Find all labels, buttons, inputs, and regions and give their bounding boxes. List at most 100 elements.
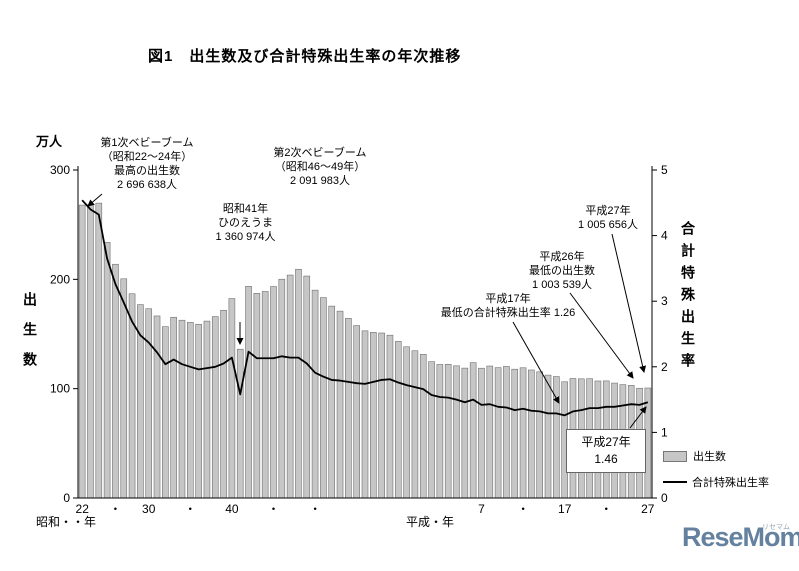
annotation-heisei27-tfr-box: 平成27年 1.46 <box>566 429 646 473</box>
x-axis-era-heisei: 平成・年 <box>406 515 455 529</box>
left-tick-label: 200 <box>50 272 70 286</box>
birth-bar <box>536 371 543 499</box>
bar-swatch-icon <box>663 450 687 462</box>
birth-bar <box>187 322 194 499</box>
birth-bar <box>311 289 319 499</box>
birth-bar <box>228 298 236 499</box>
legend-bar-label: 出生数 <box>693 451 726 463</box>
birth-bar <box>370 332 377 499</box>
birth-bar <box>486 365 494 499</box>
birth-bar <box>112 263 119 499</box>
birth-bar <box>95 202 103 499</box>
chart-title: 図1 出生数及び合計特殊出生率の年次推移 <box>148 48 462 65</box>
annotation-heisei26-lowest-births: 平成26年 最低の出生数 1 003 539人 <box>529 251 595 291</box>
birth-bar <box>394 341 402 499</box>
right-tick-label: 5 <box>661 163 668 177</box>
annotation-arrows <box>87 193 647 429</box>
x-tick-label: 17 <box>558 502 572 516</box>
x-tick-label: ・ <box>517 502 529 516</box>
birth-bar <box>303 275 311 499</box>
logo-wordmark: ReseMom <box>682 522 799 552</box>
birth-bar <box>203 320 211 499</box>
birth-bar <box>236 348 244 499</box>
left-tick-label: 0 <box>63 491 70 505</box>
x-tick-label: 7 <box>478 502 485 516</box>
birth-bar <box>178 319 186 499</box>
right-axis-title: 合計特殊出生率 <box>680 221 696 375</box>
birth-bar <box>328 305 336 499</box>
annotation-second-baby-boom: 第2次ベビーブーム （昭和46～49年） 2 091 983人 <box>273 147 367 187</box>
x-tick-label: ・ <box>184 502 196 516</box>
x-tick-label: ・ <box>109 502 121 516</box>
x-tick-label: 22 <box>76 502 90 516</box>
annotation-heisei27-births: 平成27年 1 005 656人 <box>578 205 638 231</box>
right-tick-label: 3 <box>661 294 668 308</box>
legend: 出生数 合計特殊出生率 <box>663 448 769 500</box>
birth-bar <box>469 362 477 499</box>
birth-bar <box>544 374 552 499</box>
birth-bar <box>519 367 527 499</box>
birth-bar <box>320 297 327 499</box>
tick-labels: 300 200 100 0 5 4 3 2 1 0 22 ・ 30 ・ 40 ・ ・ 7 ・ 17 ・ 27 <box>50 163 668 516</box>
birth-bar <box>278 278 286 499</box>
annotation-heisei17-lowest-tfr: 平成17年 最低の合計特殊出生率 1.26 <box>440 293 576 319</box>
birth-bar <box>411 350 419 499</box>
annotation-hinoeuma: 昭和41年 ひのえうま 1 360 974人 <box>215 203 276 243</box>
birth-bar <box>478 367 485 499</box>
axes <box>77 166 653 499</box>
birth-bar <box>461 367 469 499</box>
birth-bar <box>503 366 510 499</box>
left-tick-label: 100 <box>50 382 70 396</box>
annotation-first-baby-boom: 第1次ベビーブーム （昭和22～24年） 最高の出生数 2 696 638人 <box>100 137 194 191</box>
resemom-logo: リセマム ReseMom. <box>682 522 799 562</box>
x-tick-label: ・ <box>309 502 321 516</box>
birth-bar <box>220 309 227 499</box>
tfr-line <box>81 199 649 417</box>
birth-bar <box>295 268 302 499</box>
birth-bar <box>286 274 294 499</box>
birth-bar <box>436 364 444 499</box>
legend-item-births: 出生数 <box>663 448 769 464</box>
birth-bar <box>245 286 252 499</box>
birth-bar <box>353 325 360 499</box>
birth-bar <box>145 308 153 499</box>
birth-bar <box>120 278 128 499</box>
birth-bars <box>78 202 652 499</box>
birth-bar <box>378 332 385 499</box>
birth-bar <box>170 316 177 499</box>
legend-line-label: 合計特殊出生率 <box>692 477 769 489</box>
right-tick-label: 4 <box>661 229 668 243</box>
logo-katakana: リセマム <box>762 524 790 531</box>
right-tick-label: 0 <box>661 491 668 505</box>
legend-item-tfr: 合計特殊出生率 <box>663 474 769 490</box>
birth-bar <box>345 318 352 499</box>
birth-bar <box>162 326 169 499</box>
birth-bar <box>494 367 502 499</box>
birth-bar <box>511 368 519 499</box>
left-axis-title: 出生数 <box>22 292 38 382</box>
birth-bar <box>453 365 460 499</box>
birth-bar <box>336 310 344 499</box>
birth-bar <box>87 204 94 499</box>
birth-bar <box>361 330 369 499</box>
birth-bar <box>211 316 219 499</box>
right-tick-label: 1 <box>661 425 668 439</box>
birth-bar <box>153 315 161 499</box>
birth-bar <box>270 286 277 499</box>
birth-bar <box>103 242 111 499</box>
x-axis-era-showa: 昭和・・年 <box>36 515 97 529</box>
birth-bar <box>261 291 269 499</box>
x-tick-label: 40 <box>225 502 239 516</box>
line-swatch-icon <box>663 481 687 483</box>
left-axis-unit: 万人 <box>36 134 63 149</box>
birth-bar <box>444 363 452 499</box>
birth-bar <box>253 293 261 499</box>
birth-bar <box>195 323 202 499</box>
birth-bar <box>419 354 427 499</box>
x-tick-label: 30 <box>142 502 156 516</box>
birth-bar <box>386 334 394 499</box>
x-tick-label: ・ <box>267 502 279 516</box>
left-tick-label: 300 <box>50 163 70 177</box>
